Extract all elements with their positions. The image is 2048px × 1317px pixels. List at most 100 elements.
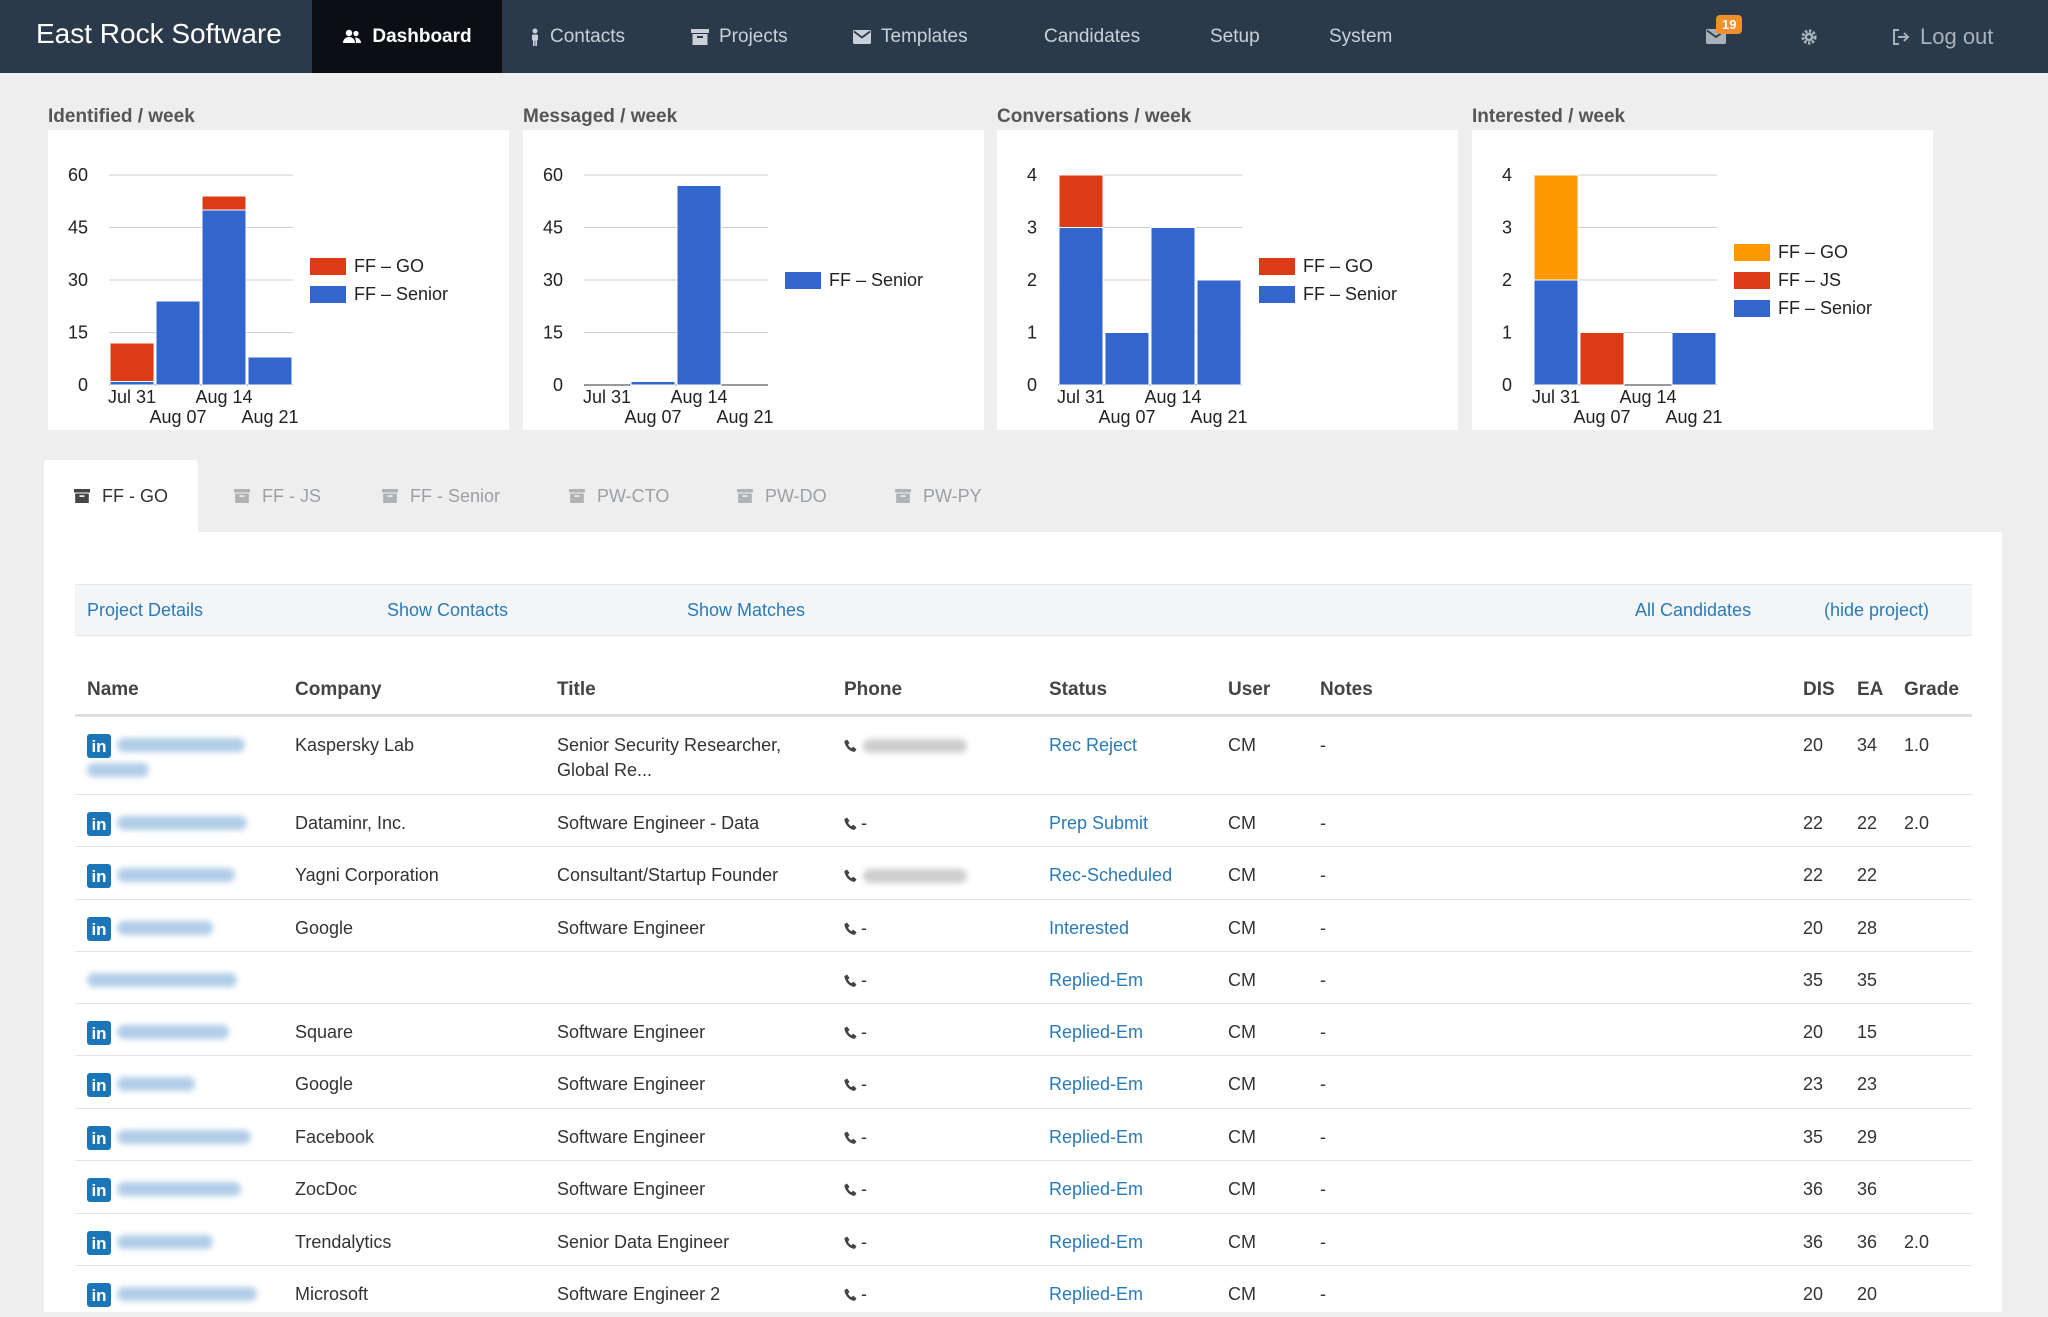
nav-system[interactable]: System [1329,0,1392,73]
col-header-status[interactable]: Status [1049,679,1108,700]
col-header-name[interactable]: Name [87,679,139,700]
nav-projects[interactable]: Projects [691,0,788,73]
bar-segment[interactable] [201,195,247,211]
bar-segment[interactable] [1196,279,1242,386]
phone-icon [844,1026,857,1039]
table-row[interactable]: in Google Software Engineer - Interested CM - 2… [75,899,1972,951]
tab-ff-go[interactable]: FF - GO [44,460,198,532]
bar-segment[interactable] [201,209,247,386]
bar-segment[interactable] [247,356,293,386]
candidate-name-link[interactable] [117,1182,241,1196]
candidate-name-link[interactable] [117,738,245,752]
status-link[interactable]: Replied-Em [1049,1284,1144,1304]
bar-segment[interactable] [1533,279,1579,386]
bar-segment[interactable] [676,185,722,386]
linkedin-icon[interactable]: in [87,1073,111,1097]
linkedin-icon[interactable]: in [87,1231,111,1255]
status-link[interactable]: Replied-Em [1049,1179,1144,1199]
table-row[interactable]: in Microsoft Software Engineer 2 - Replied-E… [75,1265,1972,1317]
col-header-user[interactable]: User [1228,679,1271,700]
legend-label: FF – Senior [1303,284,1397,304]
y-tick-label: 2 [1502,270,1512,290]
status-link[interactable]: Replied-Em [1049,1127,1144,1147]
status-link[interactable]: Replied-Em [1049,1074,1144,1094]
col-header-ea[interactable]: EA [1857,679,1884,700]
settings-button[interactable] [1800,0,1818,73]
bar-segment[interactable] [109,342,155,382]
candidate-name-link[interactable] [117,1130,251,1144]
col-header-notes[interactable]: Notes [1320,679,1373,700]
table-row[interactable]: in Kaspersky Lab Senior Security Researche… [75,716,1972,794]
linkedin-icon[interactable]: in [87,812,111,836]
col-header-company[interactable]: Company [295,679,382,700]
status-link[interactable]: Replied-Em [1049,1022,1144,1042]
logout-button[interactable]: Log out [1892,0,1993,73]
show-contacts-link[interactable]: Show Contacts [387,600,509,620]
bar-segment[interactable] [1533,174,1579,281]
tab-ff-senior[interactable]: FF - Senior [382,460,500,532]
candidate-name-link[interactable] [117,868,235,882]
nav-setup[interactable]: Setup [1210,0,1260,73]
bar-segment[interactable] [630,381,676,386]
all-candidates-link[interactable]: All Candidates [1635,600,1752,620]
candidate-name-link[interactable] [87,973,237,987]
table-row[interactable]: in Trendalytics Senior Data Engineer - Repli… [75,1213,1972,1265]
nav-contacts[interactable]: Contacts [530,0,625,73]
y-tick-label: 0 [1502,375,1512,395]
candidate-name-link[interactable] [117,1235,213,1249]
nav-dashboard[interactable]: Dashboard [312,0,502,73]
bar-segment[interactable] [155,300,201,386]
candidate-name-link[interactable] [87,763,149,777]
table-row[interactable]: - Replied-Em CM - 35 35 [75,951,1972,1003]
candidate-name-link[interactable] [117,1287,257,1301]
nav-system-label: System [1329,25,1393,47]
bar-segment[interactable] [1058,227,1104,386]
linkedin-icon[interactable]: in [87,1021,111,1045]
project-details-link[interactable]: Project Details [87,600,204,620]
show-matches-link[interactable]: Show Matches [687,600,806,620]
status-link[interactable]: Prep Submit [1049,813,1149,833]
linkedin-icon[interactable]: in [87,1283,111,1307]
nav-candidates[interactable]: Candidates [1044,0,1140,73]
user-cell: CM [1228,1179,1256,1199]
table-row[interactable]: in ZocDoc Software Engineer - Replied-Em CM - 3… [75,1160,1972,1213]
col-header-title[interactable]: Title [557,679,596,700]
linkedin-icon[interactable]: in [87,1178,111,1202]
status-link[interactable]: Replied-Em [1049,1232,1144,1252]
tab-pw-cto[interactable]: PW-CTO [569,460,669,532]
linkedin-icon[interactable]: in [87,1126,111,1150]
bar-segment[interactable] [1104,332,1150,386]
nav-messages[interactable] [1706,0,1726,73]
bar-segment[interactable] [1579,332,1625,386]
col-header-dis[interactable]: DIS [1803,679,1835,700]
linkedin-icon[interactable]: in [87,734,111,758]
candidate-name-link[interactable] [117,921,213,935]
table-row[interactable]: in Dataminr, Inc. Software Engineer - Data… [75,794,1972,846]
hide-project-link[interactable]: (hide project) [1824,600,1930,620]
tab-pw-py[interactable]: PW-PY [895,460,982,532]
bar-segment[interactable] [1058,174,1104,228]
candidate-name-link[interactable] [117,1077,195,1091]
app-brand[interactable]: East Rock Software [36,18,282,49]
phone-icon [844,1183,857,1196]
status-link[interactable]: Replied-Em [1049,970,1144,990]
table-row[interactable]: in Google Software Engineer - Replied-Em CM - 2… [75,1055,1972,1108]
status-link[interactable]: Rec-Scheduled [1049,865,1173,885]
candidate-name-link[interactable] [117,1025,229,1039]
linkedin-icon[interactable]: in [87,917,111,941]
bar-segment[interactable] [109,381,155,386]
linkedin-icon[interactable]: in [87,864,111,888]
table-row[interactable]: in Square Software Engineer - Replied-Em CM - 2… [75,1003,1972,1055]
col-header-phone[interactable]: Phone [844,679,903,700]
bar-segment[interactable] [1150,227,1196,386]
table-row[interactable]: in Facebook Software Engineer - Replied-Em CM… [75,1108,1972,1160]
status-link[interactable]: Interested [1049,918,1130,938]
tab-pw-do[interactable]: PW-DO [737,460,827,532]
col-header-grade[interactable]: Grade [1904,679,1959,700]
status-link[interactable]: Rec Reject [1049,735,1138,755]
table-row[interactable]: in Yagni Corporation Consultant/Startup Fo… [75,846,1972,899]
candidate-name-link[interactable] [117,816,247,830]
bar-segment[interactable] [1671,332,1717,386]
nav-templates[interactable]: Templates [853,0,968,73]
tab-ff-js[interactable]: FF - JS [234,460,321,532]
